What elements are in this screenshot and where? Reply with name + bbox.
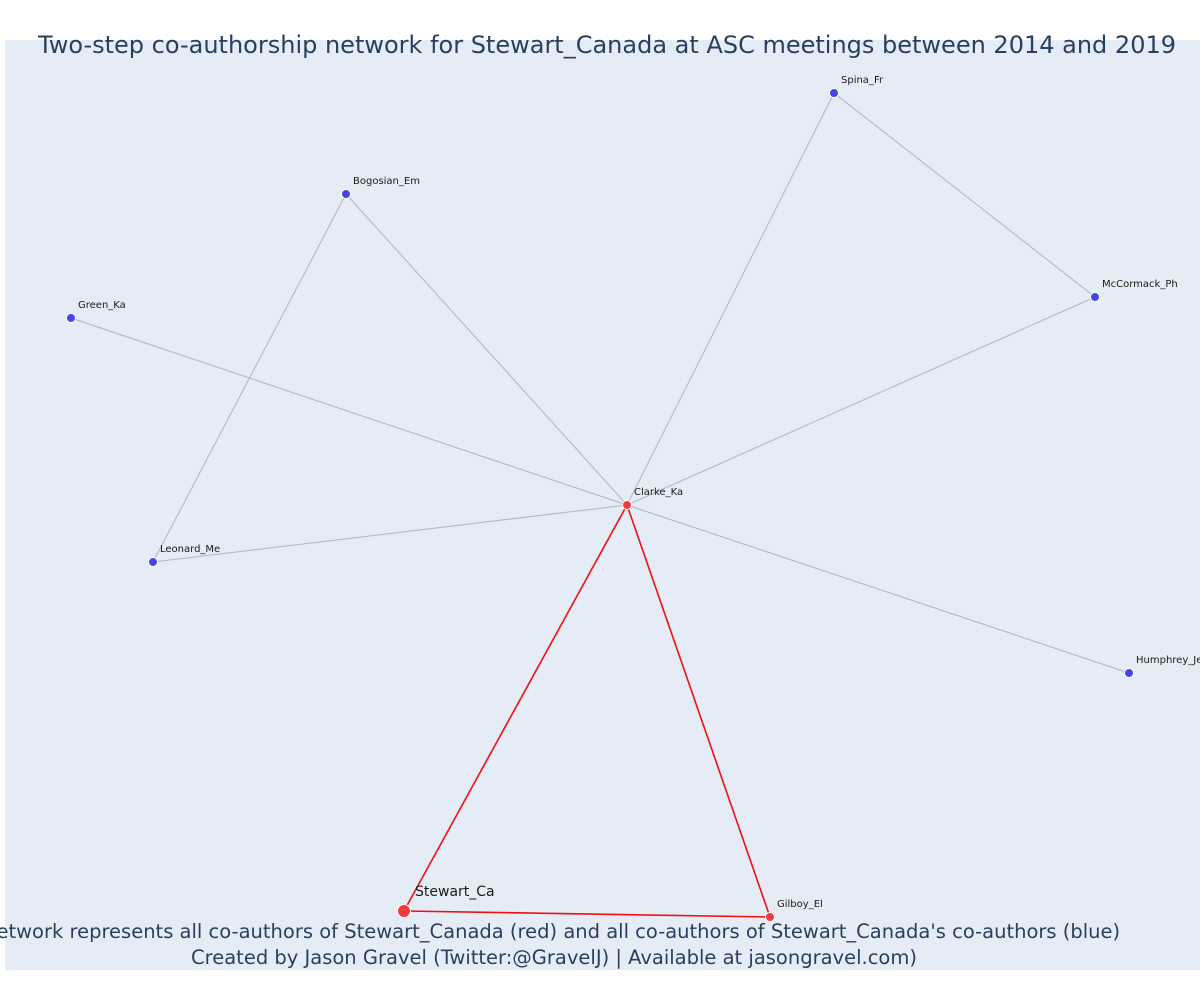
node-label-stewart: Stewart_Ca (415, 884, 495, 900)
node-mccormack[interactable] (1090, 292, 1100, 302)
edge-stewart-clarke (403, 504, 628, 912)
node-leonard[interactable] (148, 557, 158, 567)
node-gilboy[interactable] (765, 912, 775, 922)
caption-line-2: Created by Jason Gravel (Twitter:@Gravel… (191, 946, 917, 969)
node-spina[interactable] (829, 88, 839, 98)
node-clarke[interactable] (622, 500, 632, 510)
edge-layer (70, 92, 1130, 918)
node-label-mccormack: McCormack_Ph (1102, 279, 1178, 290)
node-bogosian[interactable] (341, 189, 351, 199)
label-layer: Stewart_Ca Clarke_Ka Gilboy_El Spina_Fr Bogo… (78, 75, 1200, 910)
node-label-clarke: Clarke_Ka (634, 487, 683, 498)
edge-clarke-humphrey (626, 504, 1130, 674)
plot-background (5, 40, 1200, 970)
node-green[interactable] (66, 313, 76, 323)
node-label-spina: Spina_Fr (841, 75, 884, 86)
node-humphrey[interactable] (1124, 668, 1134, 678)
node-label-gilboy: Gilboy_El (777, 899, 823, 910)
node-layer (66, 88, 1134, 922)
chart-title: Two-step co-authorship network for Stewa… (37, 31, 1176, 59)
node-label-bogosian: Bogosian_Em (353, 176, 420, 187)
node-label-green: Green_Ka (78, 300, 126, 311)
plot-area: Stewart_Ca Clarke_Ka Gilboy_El Spina_Fr Bogo… (66, 75, 1200, 922)
edge-spina-mccormack (833, 92, 1096, 298)
edge-clarke-green (70, 317, 628, 506)
node-label-leonard: Leonard_Me (160, 544, 220, 555)
edge-clarke-gilboy (626, 504, 771, 918)
caption-line-1: Network represents all co-authors of Ste… (0, 920, 1120, 943)
edge-stewart-gilboy (403, 910, 771, 918)
edge-bogosian-leonard (152, 193, 347, 563)
edge-clarke-mccormack (626, 296, 1096, 506)
edge-clarke-spina (626, 92, 835, 506)
edge-clarke-leonard (152, 504, 628, 563)
node-stewart[interactable] (397, 904, 411, 918)
node-label-humphrey: Humphrey_Je (1136, 655, 1200, 666)
edge-clarke-bogosian (345, 193, 628, 506)
